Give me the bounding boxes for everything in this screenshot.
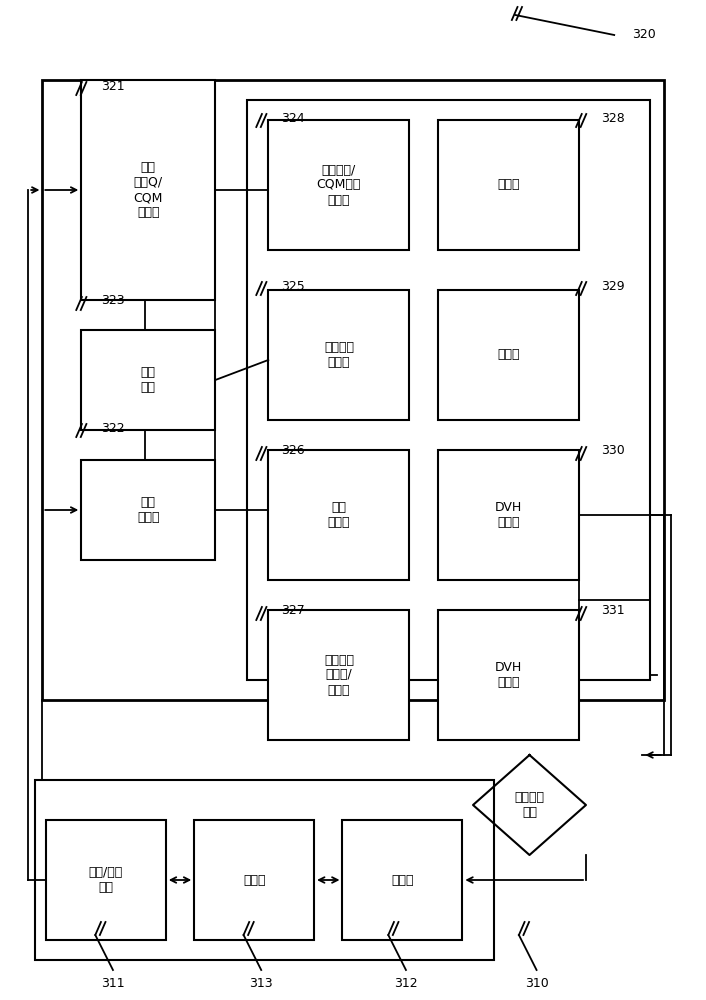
FancyBboxPatch shape	[268, 450, 409, 580]
FancyBboxPatch shape	[247, 100, 650, 680]
Text: 326: 326	[281, 444, 304, 458]
FancyBboxPatch shape	[268, 290, 409, 420]
Text: 显示器: 显示器	[243, 874, 265, 886]
Text: 310: 310	[525, 977, 549, 990]
Text: 存储
介质: 存储 介质	[140, 366, 156, 394]
Text: 成本函数
生成器: 成本函数 生成器	[324, 341, 354, 369]
Text: 329: 329	[601, 279, 624, 292]
FancyBboxPatch shape	[35, 780, 494, 960]
FancyBboxPatch shape	[81, 330, 215, 430]
Text: 327: 327	[281, 604, 305, 617]
Text: 323: 323	[101, 294, 124, 308]
Text: 计划质量/
CQM函数
生成器: 计划质量/ CQM函数 生成器	[317, 163, 361, 207]
Text: 313: 313	[249, 977, 273, 990]
FancyBboxPatch shape	[81, 80, 215, 300]
Text: 330: 330	[601, 444, 625, 458]
FancyBboxPatch shape	[342, 820, 462, 940]
Text: 324: 324	[281, 111, 304, 124]
Text: 输入/用户
接口: 输入/用户 接口	[89, 866, 123, 894]
Text: 优化器: 优化器	[497, 349, 520, 361]
FancyBboxPatch shape	[194, 820, 314, 940]
Text: 质量
度量Q/
CQM
生成器: 质量 度量Q/ CQM 生成器	[133, 161, 163, 219]
Text: 325: 325	[281, 279, 305, 292]
Text: 328: 328	[601, 111, 625, 124]
FancyBboxPatch shape	[42, 80, 664, 700]
Text: 剂量目标
生成器/
评估器: 剂量目标 生成器/ 评估器	[324, 654, 354, 696]
Text: 模型
训练器: 模型 训练器	[328, 501, 350, 529]
Text: DVH
转换器: DVH 转换器	[495, 661, 522, 689]
FancyBboxPatch shape	[438, 610, 579, 740]
Text: 320: 320	[632, 28, 656, 41]
Text: 322: 322	[101, 422, 124, 434]
FancyBboxPatch shape	[46, 820, 166, 940]
Text: 321: 321	[101, 80, 124, 93]
FancyBboxPatch shape	[81, 460, 215, 560]
FancyBboxPatch shape	[268, 610, 409, 740]
FancyBboxPatch shape	[438, 120, 579, 250]
Text: 331: 331	[601, 604, 624, 617]
FancyBboxPatch shape	[438, 450, 579, 580]
Text: 控制器: 控制器	[497, 178, 520, 192]
Text: 312: 312	[394, 977, 418, 990]
FancyBboxPatch shape	[438, 290, 579, 420]
Text: 模型
生成器: 模型 生成器	[137, 496, 160, 524]
Text: DVH
估计器: DVH 估计器	[495, 501, 522, 529]
Text: 治疗计划
候选: 治疗计划 候选	[515, 791, 544, 819]
Text: 311: 311	[101, 977, 125, 990]
Text: 选择器: 选择器	[391, 874, 414, 886]
FancyBboxPatch shape	[268, 120, 409, 250]
